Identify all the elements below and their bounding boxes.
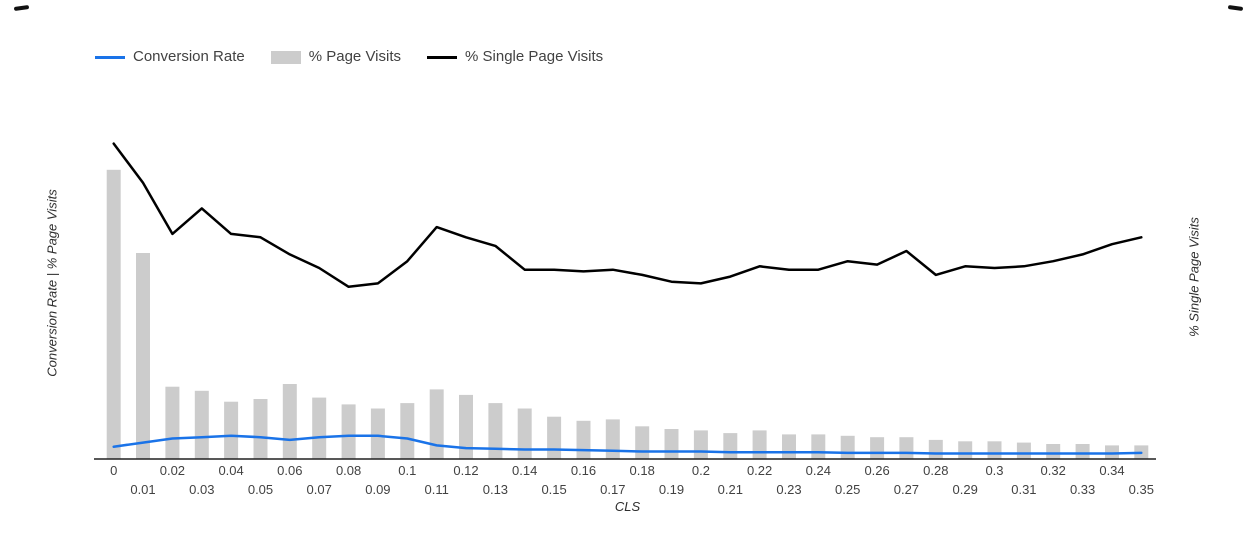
x-tick-label: 0.14 [512,463,537,478]
x-tick-label: 0.13 [483,482,508,497]
x-tick-label: 0.16 [571,463,596,478]
x-tick-label: 0.11 [425,482,449,497]
x-tick-label: 0.12 [453,463,478,478]
legend-item-conversion-rate[interactable]: Conversion Rate [95,48,245,66]
legend-label: % Single Page Visits [465,48,604,65]
x-tick-label: 0.35 [1129,482,1154,497]
x-tick-label: 0.09 [365,482,390,497]
legend-item-page-visits[interactable]: % Page Visits [270,48,402,66]
x-tick-label: 0 [110,463,117,478]
x-tick-label: 0.04 [218,463,243,478]
x-axis-title: CLS [614,499,641,514]
x-tick-label: 0.31 [1011,482,1036,497]
line-swatch-icon [427,55,458,59]
x-tick-label: 0.32 [1041,463,1066,478]
x-tick-label: 0.15 [541,482,566,497]
x-tick-label: 0.33 [1070,482,1095,497]
x-tick-label: 0.05 [248,482,273,497]
chart-legend: Conversion Rate % Page Visits % Single P… [95,48,603,66]
x-tick-label: 0.28 [923,463,948,478]
x-tick-label: 0.03 [189,482,214,497]
x-tick-label: 0.34 [1099,463,1124,478]
x-tick-label: 0.02 [160,463,185,478]
x-tick-label: 0.26 [864,463,889,478]
x-tick-label: 0.17 [600,482,625,497]
x-tick-label: 0.18 [630,463,655,478]
x-tick-label: 0.08 [336,463,361,478]
legend-item-single-page-visits[interactable]: % Single Page Visits [427,48,603,66]
x-tick-label: 0.1 [398,463,416,478]
x-tick-label: 0.2 [692,463,710,478]
x-tick-label: 0.3 [985,463,1003,478]
x-tick-label: 0.27 [894,482,919,497]
x-tick-label: 0.07 [307,482,332,497]
legend-label: % Page Visits [308,48,402,65]
x-tick-label: 0.06 [277,463,302,478]
legend-label: Conversion Rate [133,48,245,65]
bar-swatch-icon [270,50,301,64]
x-tick-label: 0.23 [776,482,801,497]
line-swatch-icon [95,55,125,59]
x-tick-label: 0.19 [659,482,684,497]
x-tick-label: 0.21 [718,482,743,497]
x-tick-label: 0.25 [835,482,860,497]
x-tick-label: 0.29 [953,482,978,497]
x-tick-label: 0.01 [130,482,155,497]
x-tick-label: 0.22 [747,463,772,478]
x-tick-label: 0.24 [806,463,831,478]
